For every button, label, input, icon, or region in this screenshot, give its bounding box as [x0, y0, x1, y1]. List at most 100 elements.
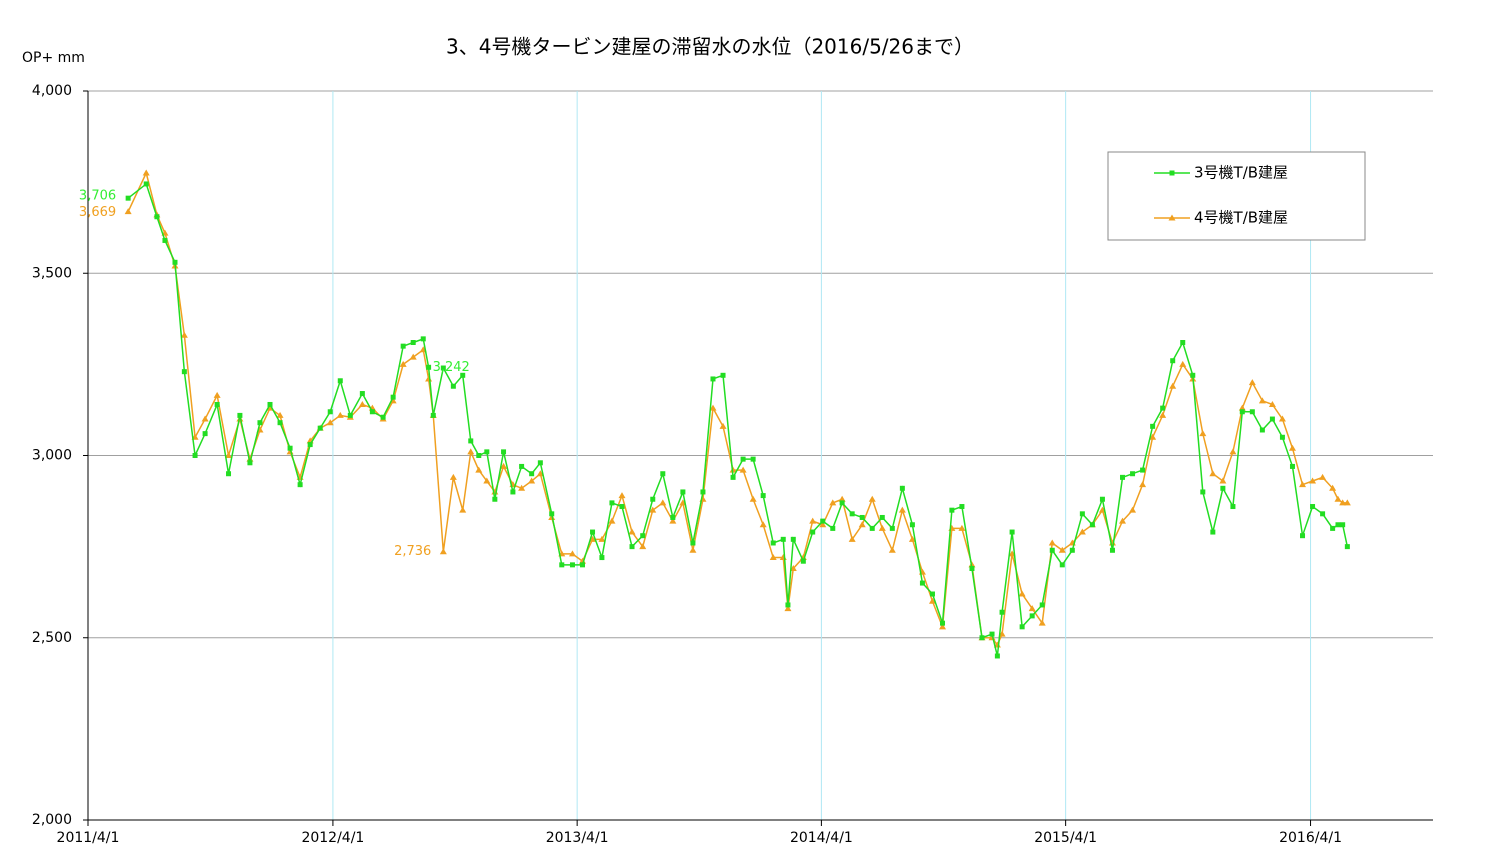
point [878, 524, 886, 531]
point [1210, 529, 1216, 535]
point [1278, 415, 1286, 422]
point [760, 493, 766, 499]
point [1335, 522, 1341, 528]
point [1130, 471, 1136, 477]
point [476, 453, 482, 458]
point [640, 533, 646, 539]
point [518, 484, 526, 491]
point [589, 535, 597, 542]
point [928, 597, 936, 604]
x-tick-label: 2011/4/1 [57, 830, 120, 846]
point [501, 449, 507, 455]
point [809, 517, 817, 524]
point [649, 506, 657, 513]
point [142, 169, 150, 176]
point [1310, 504, 1316, 510]
point [1258, 397, 1266, 404]
point [1019, 624, 1025, 630]
point [409, 353, 417, 360]
point [1259, 427, 1265, 433]
point [426, 364, 432, 370]
point [1288, 444, 1296, 451]
point [609, 500, 615, 506]
point [1139, 481, 1147, 488]
point [559, 562, 565, 568]
point [1289, 463, 1295, 469]
point [390, 394, 396, 400]
point [154, 214, 160, 220]
point [1300, 533, 1306, 539]
point [537, 460, 543, 466]
point [618, 492, 626, 499]
legend-marker [1168, 214, 1176, 221]
point [214, 401, 220, 407]
point [759, 521, 767, 528]
point [800, 558, 806, 564]
point [1268, 400, 1276, 407]
point [528, 477, 536, 484]
point [650, 496, 656, 502]
y-tick-label: 4,000 [32, 83, 72, 99]
legend-box [1107, 151, 1366, 241]
point [989, 631, 995, 637]
point [929, 591, 935, 597]
point [569, 562, 575, 568]
point [1180, 340, 1186, 346]
point [909, 522, 915, 528]
point [740, 456, 746, 462]
legend-label: 4号機T/B建屋 [1194, 209, 1288, 227]
point [839, 500, 845, 506]
y-tick-label: 2,000 [32, 812, 72, 828]
point [225, 452, 233, 458]
point [400, 343, 406, 349]
point [869, 525, 875, 531]
point [849, 511, 855, 517]
point [449, 473, 457, 480]
x-tick-label: 2012/4/1 [301, 830, 364, 846]
point [958, 524, 966, 531]
point [1299, 481, 1307, 488]
point [460, 372, 466, 378]
point [369, 409, 375, 415]
point [580, 562, 586, 568]
point [1038, 619, 1046, 626]
point [1009, 529, 1015, 535]
point [628, 528, 636, 535]
point [994, 653, 1000, 659]
point [202, 431, 208, 437]
point [1169, 382, 1177, 389]
point [475, 466, 483, 473]
point [257, 420, 263, 426]
point [730, 474, 736, 480]
point [859, 514, 865, 520]
point [124, 208, 132, 215]
point [483, 477, 491, 484]
point [629, 544, 635, 550]
point [639, 543, 647, 550]
point [879, 514, 885, 520]
point [1149, 433, 1157, 440]
point [1150, 423, 1156, 429]
point [919, 580, 925, 586]
point [720, 372, 726, 378]
point [510, 489, 516, 495]
point [568, 550, 576, 557]
point [669, 517, 677, 524]
point [660, 471, 666, 477]
point [1190, 372, 1196, 378]
point [1239, 409, 1245, 415]
point [337, 378, 343, 384]
point [1343, 499, 1351, 506]
point [750, 456, 756, 462]
point [1029, 613, 1035, 619]
point [439, 548, 447, 555]
point [810, 529, 816, 535]
point [939, 623, 947, 630]
point [336, 411, 344, 418]
legend-marker [1169, 170, 1175, 176]
point [959, 504, 965, 510]
point [1320, 511, 1326, 517]
point [790, 536, 796, 542]
point [1309, 477, 1317, 484]
